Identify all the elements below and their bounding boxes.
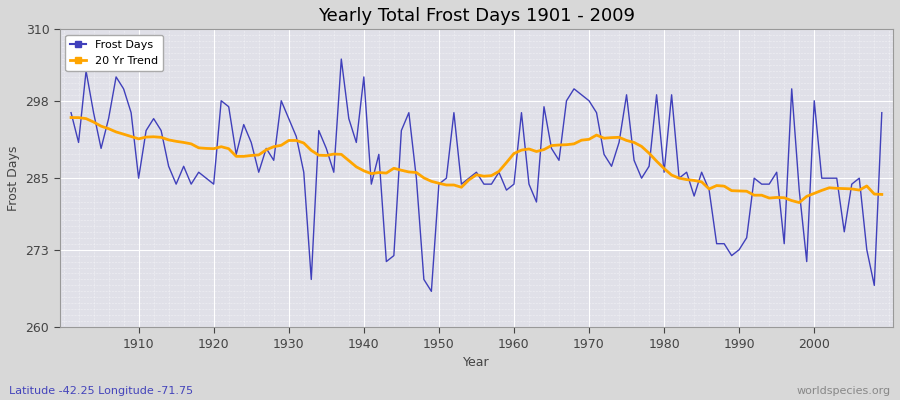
Title: Yearly Total Frost Days 1901 - 2009: Yearly Total Frost Days 1901 - 2009	[318, 7, 634, 25]
Y-axis label: Frost Days: Frost Days	[7, 146, 20, 211]
Text: Latitude -42.25 Longitude -71.75: Latitude -42.25 Longitude -71.75	[9, 386, 194, 396]
X-axis label: Year: Year	[464, 356, 490, 369]
Text: worldspecies.org: worldspecies.org	[796, 386, 891, 396]
Legend: Frost Days, 20 Yr Trend: Frost Days, 20 Yr Trend	[66, 35, 163, 71]
